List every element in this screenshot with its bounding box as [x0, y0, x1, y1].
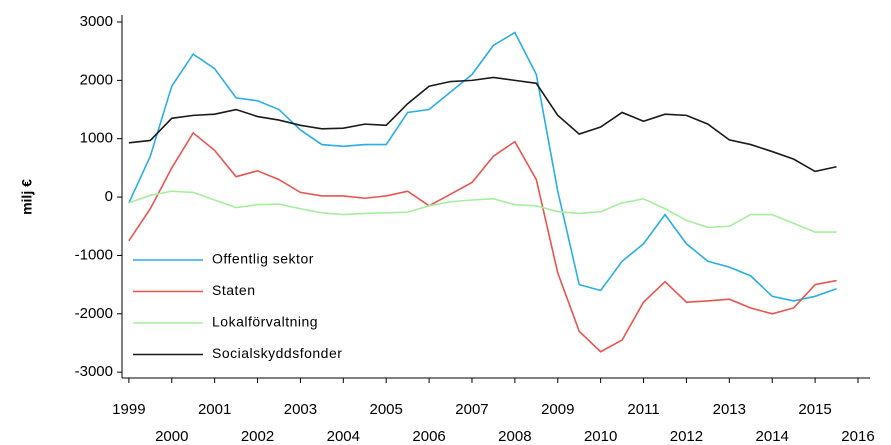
x-tick-label: 2009	[541, 401, 574, 418]
series-line	[128, 190, 837, 233]
series-line	[128, 31, 837, 302]
x-tick-label: 2001	[198, 401, 231, 418]
legend-label: Socialskyddsfonder	[212, 345, 342, 361]
legend-label: Lokalförvaltning	[212, 314, 318, 330]
y-tick-label: 0	[105, 188, 113, 205]
series-line	[128, 76, 837, 173]
x-tick-label: 2010	[584, 428, 617, 445]
x-tick-label: 2015	[798, 401, 831, 418]
legend-label: Offentlig sektor	[212, 251, 314, 267]
x-tick-label: 2003	[284, 401, 317, 418]
x-tick-label: 2012	[670, 428, 703, 445]
x-tick-label: 2008	[498, 428, 531, 445]
x-tick-label: 2000	[155, 428, 188, 445]
x-tick-label: 2004	[327, 428, 360, 445]
x-tick-label: 2006	[412, 428, 445, 445]
y-axis-label: milj €	[19, 179, 35, 215]
x-tick-label: 2016	[841, 428, 874, 445]
x-tick-label: 2013	[713, 401, 746, 418]
x-tick-label: 1999	[112, 401, 145, 418]
y-tick-label: 1000	[80, 130, 113, 147]
x-tick-label: 2005	[370, 401, 403, 418]
legend-label: Staten	[212, 282, 255, 298]
y-tick-label: -1000	[75, 246, 113, 263]
y-tick-label: -2000	[75, 305, 113, 322]
x-tick-label: 2011	[627, 401, 659, 418]
series-line	[128, 131, 837, 353]
x-tick-label: 2014	[756, 428, 789, 445]
y-tick-label: 2000	[80, 71, 113, 88]
x-tick-label: 2007	[455, 401, 488, 418]
y-tick-label: -3000	[75, 363, 113, 380]
y-tick-label: 3000	[80, 13, 113, 30]
x-tick-label: 2002	[241, 428, 274, 445]
